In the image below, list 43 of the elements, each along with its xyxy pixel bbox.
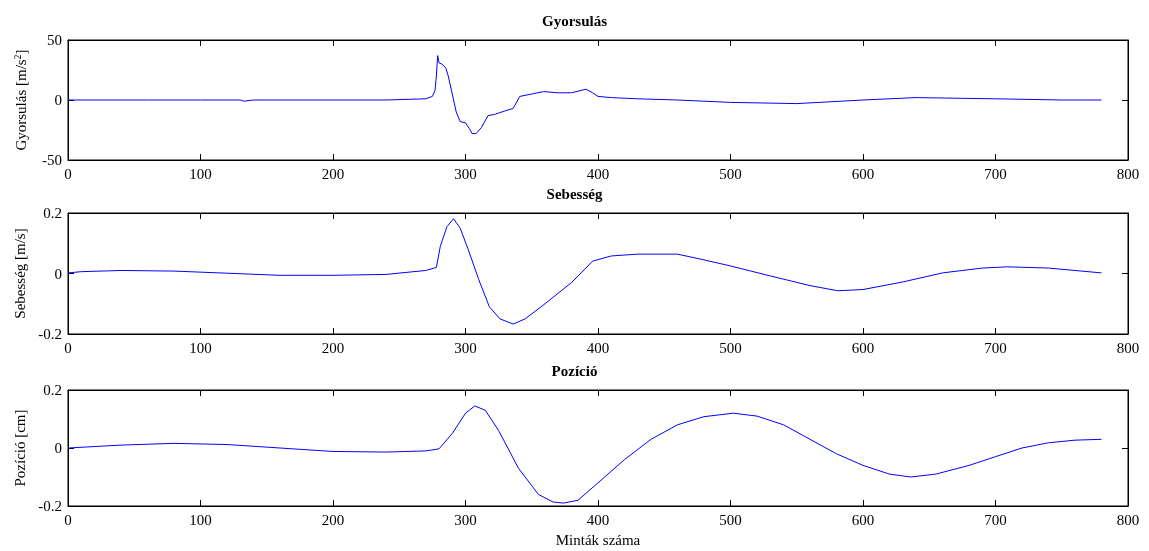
y-tick-label: 0.2 (43, 205, 62, 221)
x-tick-label: 700 (984, 165, 1007, 182)
x-tick-label: 600 (851, 165, 875, 182)
x-tick-label: 200 (321, 339, 345, 356)
y-tick-label: 0 (54, 265, 62, 282)
y-axis-title: Gyorsulás [m/s2] (11, 49, 29, 151)
x-tick-label: 100 (189, 165, 212, 182)
y-axis-title: Sebesség [m/s] (11, 228, 28, 319)
chart-title: Gyorsulás (541, 12, 608, 29)
x-tick-label: 100 (189, 339, 212, 356)
x-tick-label: 500 (719, 511, 742, 528)
chart-title: Pozíció (551, 362, 598, 379)
x-tick-label: 500 (719, 165, 742, 182)
x-tick-label: 300 (454, 165, 477, 182)
x-tick-label: 200 (321, 511, 345, 528)
y-tick-label: -50 (42, 152, 62, 168)
x-tick-label: 400 (586, 511, 610, 528)
x-tick-label: 300 (454, 339, 477, 356)
x-tick-label: 100 (189, 511, 212, 528)
y-tick-label: 0 (54, 92, 62, 108)
x-tick-label: 400 (586, 165, 610, 182)
x-tick-label: 500 (719, 339, 742, 356)
line-series (67, 218, 1102, 325)
x-tick-label: 700 (984, 339, 1007, 356)
x-tick-label: 600 (851, 511, 875, 528)
chart-title: Sebesség (546, 185, 603, 202)
y-tick-label: 0 (54, 440, 62, 456)
y-tick-label: 50 (47, 32, 62, 48)
x-tick-label: 600 (851, 339, 875, 356)
x-tick-label: 700 (984, 511, 1007, 528)
y-tick-label: -0.2 (38, 498, 62, 514)
y-tick-label: -0.2 (38, 326, 62, 342)
y-tick-label: 0.2 (43, 382, 62, 398)
x-tick-label: 300 (454, 511, 477, 528)
line-series (67, 405, 1102, 504)
x-tick-label: 200 (321, 165, 345, 182)
y-axis-title: Pozíció [cm] (11, 409, 28, 487)
x-tick-label: 800 (1116, 339, 1140, 356)
x-axis-title: Minták száma (555, 531, 641, 548)
x-tick-label: 400 (586, 339, 610, 356)
line-series (67, 55, 1102, 135)
x-tick-label: 800 (1116, 165, 1140, 182)
x-tick-label: 800 (1116, 511, 1140, 528)
